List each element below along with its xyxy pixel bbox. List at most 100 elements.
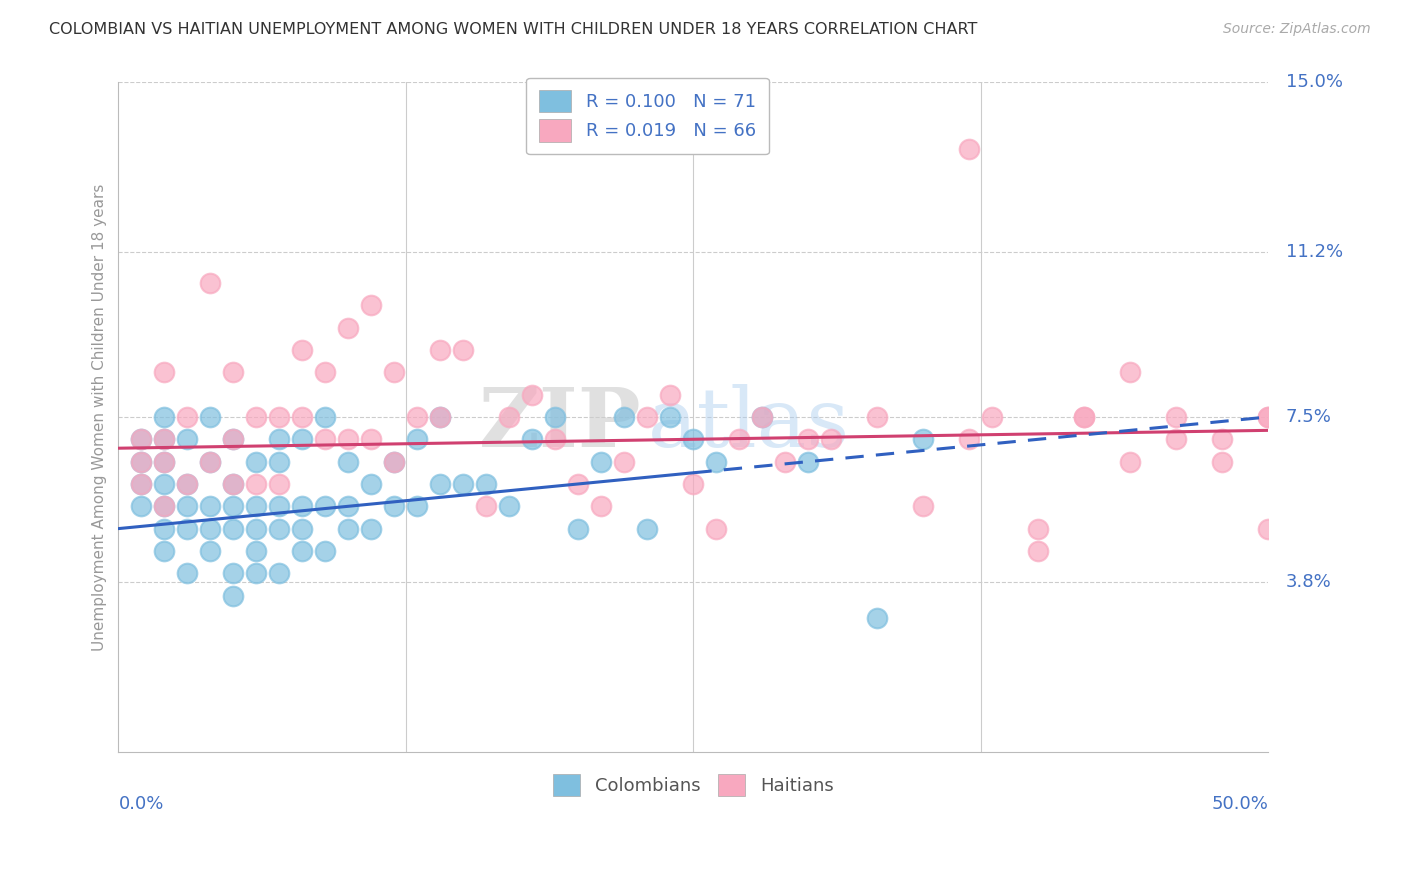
Point (591, 455, 613, 469)
Point (200, 544, 222, 558)
Point (131, 432, 153, 446)
Point (1119, 365, 1142, 379)
Point (613, 409, 636, 424)
Point (337, 432, 360, 446)
Point (176, 522, 198, 536)
Point (269, 500, 291, 514)
Text: ZIP: ZIP (479, 384, 641, 464)
Point (245, 544, 267, 558)
Point (567, 522, 589, 536)
Point (176, 477, 198, 491)
Point (1166, 432, 1188, 446)
Point (153, 409, 176, 424)
Point (176, 477, 198, 491)
Point (797, 455, 820, 469)
Point (269, 522, 291, 536)
Text: 3.8%: 3.8% (1285, 574, 1331, 591)
Point (176, 409, 198, 424)
Point (291, 432, 314, 446)
Point (498, 500, 520, 514)
Point (659, 387, 682, 401)
Point (1028, 544, 1050, 558)
Point (682, 432, 704, 446)
Text: COLOMBIAN VS HAITIAN UNEMPLOYMENT AMONG WOMEN WITH CHILDREN UNDER 18 YEARS CORRE: COLOMBIAN VS HAITIAN UNEMPLOYMENT AMONG … (49, 22, 977, 37)
Point (291, 544, 314, 558)
Point (751, 409, 773, 424)
Point (153, 432, 176, 446)
Point (337, 320, 360, 334)
Point (475, 477, 498, 491)
Point (384, 365, 406, 379)
Point (131, 455, 153, 469)
Point (406, 500, 429, 514)
Point (200, 500, 222, 514)
Point (222, 432, 245, 446)
Point (751, 409, 773, 424)
Text: 50.0%: 50.0% (1212, 796, 1268, 814)
Point (153, 522, 176, 536)
Point (636, 409, 658, 424)
Point (591, 500, 613, 514)
Point (453, 343, 475, 357)
Point (636, 522, 658, 536)
Point (912, 432, 935, 446)
Point (314, 365, 336, 379)
Point (360, 522, 382, 536)
Point (222, 566, 245, 581)
Point (131, 477, 153, 491)
Point (866, 409, 889, 424)
Point (269, 455, 291, 469)
Point (1028, 522, 1050, 536)
Point (153, 455, 176, 469)
Point (245, 455, 267, 469)
Point (269, 477, 291, 491)
Point (957, 432, 980, 446)
Point (222, 477, 245, 491)
Point (1073, 409, 1095, 424)
Point (153, 500, 176, 514)
Point (406, 409, 429, 424)
Point (291, 343, 314, 357)
Point (1257, 409, 1279, 424)
Point (314, 432, 336, 446)
Point (706, 455, 728, 469)
Point (981, 409, 1004, 424)
Text: 11.2%: 11.2% (1285, 243, 1343, 260)
Point (1257, 409, 1279, 424)
Point (522, 387, 544, 401)
Point (131, 455, 153, 469)
Point (131, 432, 153, 446)
Text: Source: ZipAtlas.com: Source: ZipAtlas.com (1223, 22, 1371, 37)
Point (153, 500, 176, 514)
Point (200, 409, 222, 424)
Point (291, 500, 314, 514)
Point (1073, 409, 1095, 424)
Point (269, 566, 291, 581)
Point (706, 522, 728, 536)
Point (1119, 455, 1142, 469)
Point (153, 544, 176, 558)
Point (176, 566, 198, 581)
Point (1166, 409, 1188, 424)
Point (453, 477, 475, 491)
Point (314, 409, 336, 424)
Point (245, 522, 267, 536)
Point (131, 477, 153, 491)
Point (682, 477, 704, 491)
Point (222, 522, 245, 536)
Text: 0.0%: 0.0% (118, 796, 165, 814)
Point (384, 455, 406, 469)
Point (475, 500, 498, 514)
Point (200, 455, 222, 469)
Point (131, 500, 153, 514)
Point (176, 500, 198, 514)
Point (360, 477, 382, 491)
Point (775, 455, 797, 469)
Point (222, 500, 245, 514)
Point (291, 409, 314, 424)
Point (567, 477, 589, 491)
Point (429, 477, 451, 491)
Point (728, 432, 751, 446)
Point (360, 298, 382, 312)
Point (384, 455, 406, 469)
